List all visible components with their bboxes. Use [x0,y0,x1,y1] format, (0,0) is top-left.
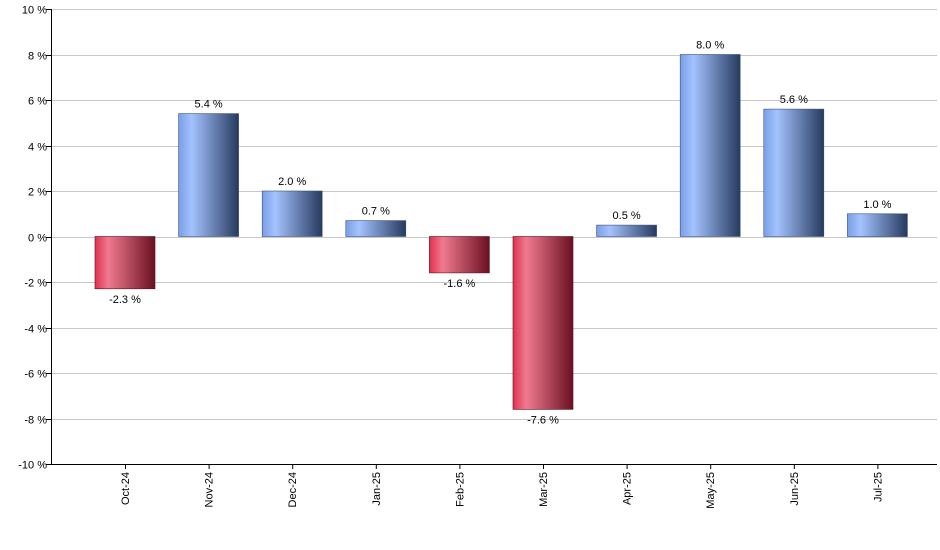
bar-mar-25 [512,236,574,410]
y-tick-label: -4 % [24,324,47,336]
y-tick-label: -6 % [24,369,47,381]
x-tick-label: Nov-24 [204,472,216,507]
bar-jul-25 [847,213,908,237]
x-tick-label: Jul-25 [872,472,884,502]
bar-value-label: -7.6 % [527,414,559,426]
x-tick-label: Oct-24 [120,472,132,505]
bar-value-label: 0.5 % [613,210,641,222]
bar-value-label: 2.0 % [278,176,306,188]
x-tick-label: Feb-25 [454,472,466,507]
x-tick-label: Dec-24 [287,472,299,507]
x-tick-label: Mar-25 [538,472,550,507]
bar-value-label: 1.0 % [863,199,891,211]
x-tick-label: Jun-25 [789,472,801,506]
bar-may-25 [679,54,741,237]
y-tick-label: 2 % [28,187,47,199]
bar-value-label: -1.6 % [444,278,476,290]
y-tick-label: -8 % [24,415,47,427]
y-tick-label: -10 % [18,460,47,472]
bar-jan-25 [345,220,407,237]
bar-jun-25 [763,108,825,237]
y-tick-label: -2 % [24,278,47,290]
axes [46,9,937,469]
y-tick-label: 6 % [28,96,47,108]
x-tick-label: May-25 [705,472,717,509]
bar-value-label: -2.3 % [109,294,141,306]
y-tick-label: 10 % [22,5,47,17]
y-tick-label: 0 % [28,233,47,245]
bar-oct-24 [94,236,156,290]
bar-dec-24 [261,190,323,237]
bar-apr-25 [596,224,657,237]
bar-value-label: 0.7 % [362,206,390,218]
x-tick-label: Apr-25 [622,472,634,505]
bar-value-label: 5.6 % [780,94,808,106]
bar-value-label: 8.0 % [696,40,724,52]
bar-nov-24 [178,113,239,237]
y-tick-label: 4 % [28,142,47,154]
x-tick-label: Jan-25 [371,472,383,506]
y-tick-label: 8 % [28,51,47,63]
bar-feb-25 [429,236,490,274]
labels: 10 % 8 % 6 % 4 % 2 % 0 % -2 % -4 % -6 % -8 % -10 %… [18,5,891,509]
bar-value-label: 5.4 % [195,99,223,111]
bars [94,54,908,410]
